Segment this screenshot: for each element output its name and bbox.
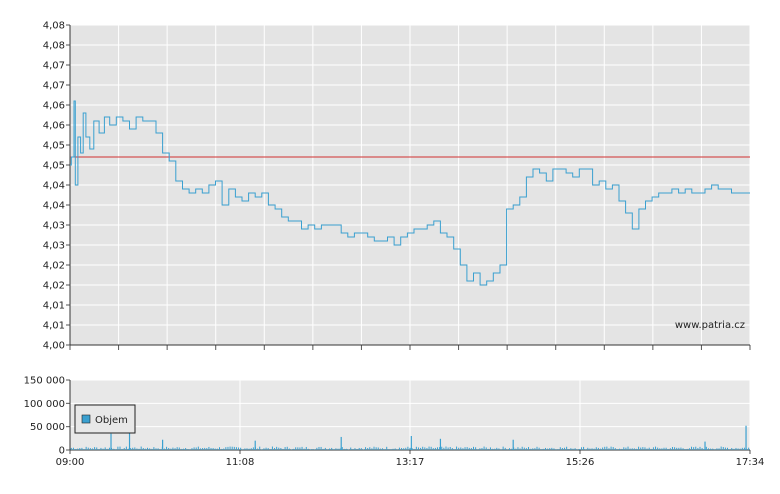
volume-x-tick-label: 15:26 xyxy=(566,457,595,468)
volume-x-tick-label: 11:08 xyxy=(226,457,255,468)
price-y-tick-label: 4,02 xyxy=(43,281,65,292)
price-y-tick-label: 4,00 xyxy=(43,341,65,352)
volume-x-tick-label: 13:17 xyxy=(396,457,425,468)
volume-y-tick-label: 50 000 xyxy=(30,422,65,433)
price-y-tick-label: 4,03 xyxy=(43,221,65,232)
volume-y-tick-label: 100 000 xyxy=(24,399,65,410)
price-series-line xyxy=(70,100,750,286)
price-y-tick-label: 4,05 xyxy=(43,161,65,172)
volume-legend-swatch xyxy=(81,414,91,424)
price-y-tick-label: 4,06 xyxy=(43,101,65,112)
price-y-tick-label: 4,07 xyxy=(43,81,65,92)
volume-x-tick-label: 17:34 xyxy=(736,457,765,468)
volume-panel: 150 000 100 000 50 000 009:00 11:08 13:17 15:2… xyxy=(24,376,765,469)
volume-legend-label: Objem xyxy=(95,415,128,426)
watermark-text: www.patria.cz xyxy=(675,320,745,331)
price-y-tick-label: 4,08 xyxy=(43,21,65,32)
volume-y-tick-label: 0 xyxy=(59,446,65,457)
price-y-tick-label: 4,04 xyxy=(43,201,65,212)
price-y-tick-label: 4,03 xyxy=(43,241,65,252)
price-y-tick-label: 4,05 xyxy=(43,141,65,152)
volume-y-tick-label: 150 000 xyxy=(24,376,65,387)
price-y-tick-label: 4,04 xyxy=(43,181,65,192)
price-panel: 4,08 4,08 4,07 4,07 4,06 4,06 4,05 4,05 4,04 4,04… xyxy=(43,21,751,352)
price-y-tick-label: 4,06 xyxy=(43,121,65,132)
price-y-tick-label: 4,02 xyxy=(43,261,65,272)
volume-x-tick-label: 09:00 xyxy=(56,457,85,468)
price-y-tick-label: 4,01 xyxy=(43,321,65,332)
price-y-tick-label: 4,01 xyxy=(43,301,65,312)
price-y-tick-label: 4,08 xyxy=(43,41,65,52)
price-y-tick-label: 4,07 xyxy=(43,61,65,72)
